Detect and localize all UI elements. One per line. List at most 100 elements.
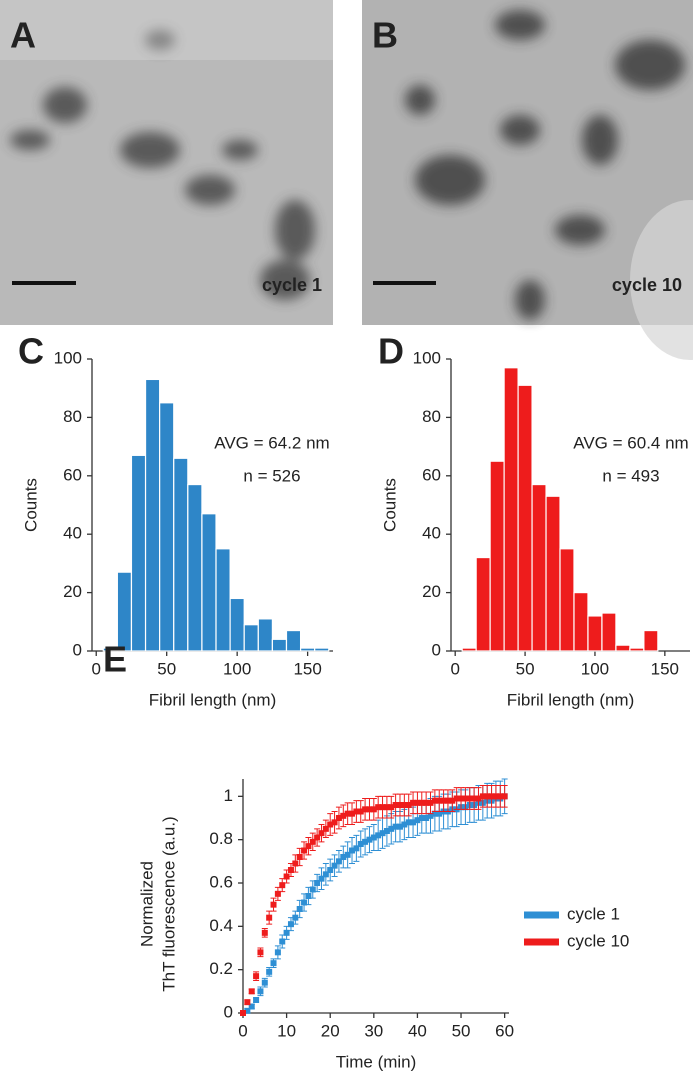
point xyxy=(292,914,299,921)
point xyxy=(414,799,421,806)
bar xyxy=(243,624,259,652)
panel-label: C xyxy=(18,331,44,372)
bar xyxy=(144,378,161,652)
point xyxy=(344,851,351,858)
point xyxy=(357,808,364,815)
y-tick-label: 60 xyxy=(63,465,82,484)
bar xyxy=(201,513,217,652)
y-tick-label: 1 xyxy=(224,786,233,805)
bar xyxy=(643,629,659,652)
point xyxy=(301,899,308,906)
point xyxy=(410,819,417,826)
point xyxy=(418,799,425,806)
bar xyxy=(531,483,547,652)
x-tick-label: 0 xyxy=(91,659,100,678)
x-tick-label: 20 xyxy=(321,1021,340,1040)
bar xyxy=(159,402,175,652)
point xyxy=(418,815,425,821)
x-tick-label: 40 xyxy=(408,1021,427,1040)
bar xyxy=(187,483,203,652)
point xyxy=(274,890,281,897)
point xyxy=(475,795,482,802)
y-tick-label: 0 xyxy=(73,640,82,659)
point xyxy=(375,804,382,811)
bar xyxy=(545,495,561,652)
point xyxy=(396,802,403,808)
point xyxy=(318,830,325,837)
point xyxy=(353,808,360,815)
point xyxy=(466,795,473,802)
point xyxy=(362,806,369,813)
point xyxy=(257,988,264,995)
bar xyxy=(503,367,519,652)
y-axis-title: Counts xyxy=(380,478,399,532)
x-tick-label: 150 xyxy=(293,659,321,678)
point xyxy=(405,802,412,808)
x-tick-label: 0 xyxy=(238,1021,247,1040)
bar xyxy=(475,556,491,652)
x-tick-label: 60 xyxy=(495,1021,514,1040)
point xyxy=(279,882,286,889)
point xyxy=(309,838,316,845)
bar xyxy=(299,647,316,652)
point xyxy=(431,810,438,817)
bar xyxy=(215,548,231,652)
point xyxy=(436,810,443,817)
panel-label: A xyxy=(10,15,36,56)
point xyxy=(396,823,403,830)
point xyxy=(240,1010,246,1016)
x-axis-title: Fibril length (nm) xyxy=(149,690,277,709)
point xyxy=(261,979,268,986)
point xyxy=(340,812,347,819)
point xyxy=(287,921,294,928)
x-tick-label: 100 xyxy=(223,659,251,678)
bar xyxy=(271,638,288,652)
point xyxy=(484,793,491,800)
point xyxy=(335,815,342,821)
x-tick-label: 50 xyxy=(452,1021,471,1040)
y-tick-label: 80 xyxy=(422,407,441,426)
y-tick-label: 80 xyxy=(63,407,82,426)
bar xyxy=(601,612,617,652)
point xyxy=(270,901,277,908)
point xyxy=(444,797,451,804)
point xyxy=(414,817,421,824)
bar xyxy=(559,548,575,652)
point xyxy=(349,847,356,854)
series xyxy=(240,778,508,1016)
point xyxy=(309,886,316,893)
micrograph-b: B cycle 10 xyxy=(362,0,693,360)
point xyxy=(436,797,443,804)
point xyxy=(392,823,399,830)
y-tick-label: 40 xyxy=(422,524,441,543)
point xyxy=(244,1007,251,1014)
legend-label: cycle 1 xyxy=(567,904,620,923)
y-tick-label: 20 xyxy=(63,582,82,601)
x-axis-title: Time (min) xyxy=(336,1052,417,1071)
point xyxy=(283,929,290,936)
point xyxy=(340,854,347,860)
point xyxy=(479,793,486,800)
point xyxy=(287,867,294,873)
bar xyxy=(285,629,302,652)
bar xyxy=(173,457,189,652)
annotation: n = 526 xyxy=(243,466,300,485)
bar xyxy=(615,644,631,652)
point xyxy=(253,973,260,980)
point xyxy=(383,804,390,811)
point xyxy=(423,799,430,806)
point xyxy=(501,793,508,800)
panel-label: B xyxy=(372,15,398,56)
y-tick-label: 100 xyxy=(413,348,441,367)
y-tick-label: 100 xyxy=(54,348,82,367)
caption: cycle 1 xyxy=(262,275,322,295)
point xyxy=(301,847,308,854)
y-tick-label: 0.4 xyxy=(209,916,233,935)
point xyxy=(370,806,377,813)
point xyxy=(458,795,465,802)
point xyxy=(392,802,399,808)
point xyxy=(492,793,499,800)
series xyxy=(240,785,508,1016)
point xyxy=(449,797,456,804)
